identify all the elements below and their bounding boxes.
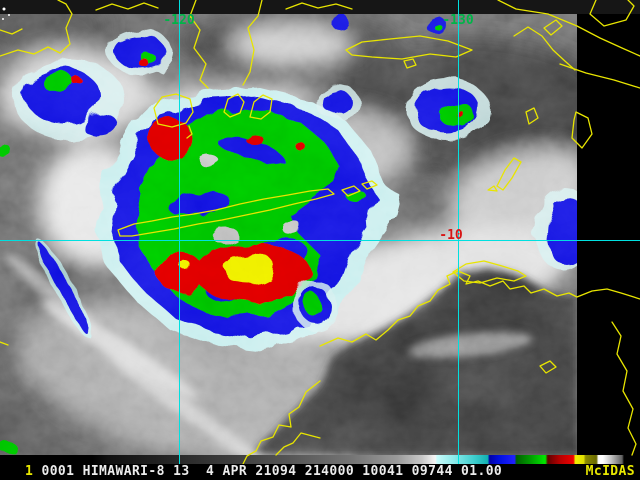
image-info-text: 0001 HIMAWARI-8 13 4 APR 21094 214000 10… [33,464,503,479]
parallel-label-10: -10 [439,228,463,243]
meridian-label-130: -130 [442,13,473,28]
latlon-grid [0,0,640,464]
cloud-grain [0,0,640,455]
satellite-canvas[interactable]: -120 -130 -10 [0,0,640,464]
no-data-right-band [577,0,640,455]
status-text: 1 0001 HIMAWARI-8 13 4 APR 21094 214000 … [25,464,502,480]
enhancement-colorbar [0,455,640,464]
grid-labels: -120 -130 -10 [163,13,473,243]
meridian-label-120: -120 [163,13,194,28]
status-bar: 1 0001 HIMAWARI-8 13 4 APR 21094 214000 … [0,464,640,480]
mcidas-brand-label: McIDAS [585,464,635,479]
frame-number: 1 [25,464,34,479]
coastline-overlay [0,0,640,464]
sensor-specks [2,7,10,20]
